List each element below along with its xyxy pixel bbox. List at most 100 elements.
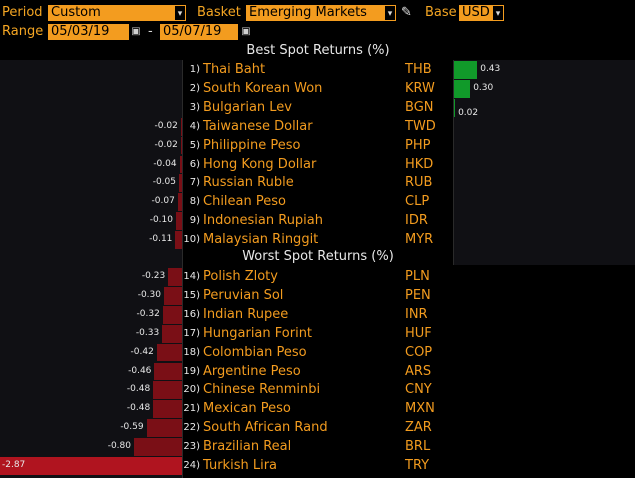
range-start-input[interactable]: 05/03/19	[48, 24, 129, 40]
table-row[interactable]: -2.87 24) Turkish Lira TRY	[0, 456, 635, 475]
currency-ticker[interactable]: ARS	[405, 363, 432, 379]
currency-name[interactable]: South Korean Won	[203, 80, 323, 96]
chevron-down-icon[interactable]: ▾	[174, 5, 186, 21]
currency-name[interactable]: Russian Ruble	[203, 175, 294, 191]
table-row[interactable]: -0.10 9) Indonesian Rupiah IDR	[0, 211, 635, 231]
currency-name[interactable]: Hungarian Forint	[203, 325, 313, 341]
calendar-icon[interactable]: ▣	[131, 26, 141, 37]
table-row[interactable]: -0.02 5) Philippine Peso PHP	[0, 136, 635, 155]
negative-return-bar	[175, 231, 182, 249]
table-row[interactable]: -0.23 14) Polish Zloty PLN	[0, 267, 635, 286]
table-row[interactable]: -0.46 19) Argentine Peso ARS	[0, 362, 635, 381]
currency-name[interactable]: Malaysian Ringgit	[203, 232, 319, 248]
chevron-down-icon[interactable]: ▾	[384, 5, 396, 21]
rank-number: 17)	[183, 327, 200, 339]
rank-number: 5)	[189, 139, 200, 151]
currency-ticker[interactable]: KRW	[405, 80, 435, 96]
currency-name[interactable]: Polish Zloty	[203, 269, 278, 284]
currency-name[interactable]: Mexican Peso	[203, 401, 291, 417]
currency-name[interactable]: Argentine Peso	[203, 363, 301, 379]
currency-ticker[interactable]: IDR	[405, 213, 428, 229]
table-row[interactable]: -0.04 6) Hong Kong Dollar HKD	[0, 155, 635, 174]
negative-bar-panel	[0, 60, 183, 478]
currency-name[interactable]: Peruvian Sol	[203, 287, 284, 303]
currency-name[interactable]: Chilean Peso	[203, 194, 286, 210]
calendar-icon[interactable]: ▣	[241, 26, 251, 37]
currency-ticker[interactable]: INR	[405, 306, 428, 322]
negative-return-bar	[164, 286, 182, 305]
return-value: -0.48	[126, 403, 151, 414]
period-dropdown[interactable]: Custom ▾	[48, 5, 186, 21]
base-dropdown[interactable]: USD ▾	[459, 5, 504, 21]
table-row[interactable]: 0.43 1) Thai Baht THB	[0, 60, 635, 79]
currency-ticker[interactable]: THB	[405, 62, 432, 77]
return-value: -0.11	[149, 234, 173, 245]
currency-ticker[interactable]: PLN	[405, 269, 430, 284]
rank-number: 10)	[183, 234, 200, 246]
currency-name[interactable]: Indonesian Rupiah	[203, 213, 323, 229]
currency-ticker[interactable]: HKD	[405, 156, 434, 172]
rank-number: 15)	[183, 289, 200, 301]
negative-return-bar	[168, 268, 182, 286]
table-row[interactable]: -0.42 18) Colombian Peso COP	[0, 343, 635, 362]
table-row[interactable]: -0.33 17) Hungarian Forint HUF	[0, 324, 635, 343]
currency-ticker[interactable]: MYR	[405, 232, 434, 248]
table-row[interactable]: -0.59 22) South African Rand ZAR	[0, 418, 635, 438]
range-end-input[interactable]: 05/07/19	[160, 24, 238, 40]
table-row[interactable]: -0.30 15) Peruvian Sol PEN	[0, 286, 635, 305]
currency-name[interactable]: Hong Kong Dollar	[203, 156, 317, 172]
currency-name[interactable]: Brazilian Real	[203, 439, 292, 455]
currency-ticker[interactable]: HUF	[405, 325, 432, 341]
currency-name[interactable]: South African Rand	[203, 420, 328, 436]
rank-number: 6)	[189, 158, 200, 170]
table-row[interactable]: -0.48 20) Chinese Renminbi CNY	[0, 380, 635, 400]
rank-number: 2)	[189, 82, 200, 94]
best-returns-title: Best Spot Returns (%)	[246, 43, 390, 58]
chevron-down-icon[interactable]: ▾	[492, 5, 504, 21]
currency-ticker[interactable]: TRY	[405, 458, 430, 473]
currency-name[interactable]: Philippine Peso	[203, 137, 301, 153]
rank-number: 16)	[183, 308, 200, 320]
negative-return-bar	[134, 438, 182, 456]
table-row[interactable]: -0.05 7) Russian Ruble RUB	[0, 173, 635, 193]
currency-name[interactable]: Thai Baht	[203, 62, 266, 77]
table-row[interactable]: 0.02 3) Bulgarian Lev BGN	[0, 98, 635, 118]
positive-return-bar	[454, 61, 478, 79]
return-value: -0.46	[128, 365, 152, 376]
divider	[453, 60, 454, 265]
table-row[interactable]: -0.48 21) Mexican Peso MXN	[0, 399, 635, 419]
currency-ticker[interactable]: ZAR	[405, 420, 432, 436]
currency-ticker[interactable]: MXN	[405, 401, 435, 417]
negative-return-bar	[180, 136, 182, 155]
table-row[interactable]: -0.07 8) Chilean Peso CLP	[0, 192, 635, 212]
table-row[interactable]: -0.02 4) Taiwanese Dollar TWD	[0, 117, 635, 136]
currency-ticker[interactable]: PHP	[405, 137, 431, 153]
table-row[interactable]: -0.80 23) Brazilian Real BRL	[0, 437, 635, 456]
currency-ticker[interactable]: TWD	[405, 118, 436, 134]
currency-ticker[interactable]: PEN	[405, 287, 431, 303]
negative-return-bar	[180, 117, 182, 136]
pen-icon[interactable]: ✎	[401, 5, 412, 20]
currency-ticker[interactable]: BRL	[405, 439, 431, 455]
currency-ticker[interactable]: CNY	[405, 382, 432, 398]
left-panel-header	[0, 42, 183, 60]
basket-label: Basket	[197, 5, 241, 20]
currency-name[interactable]: Turkish Lira	[203, 458, 278, 473]
currency-name[interactable]: Colombian Peso	[203, 344, 307, 360]
currency-ticker[interactable]: RUB	[405, 175, 433, 191]
base-value: USD	[462, 5, 490, 20]
currency-ticker[interactable]: CLP	[405, 194, 430, 210]
currency-ticker[interactable]: BGN	[405, 99, 434, 115]
currency-name[interactable]: Taiwanese Dollar	[203, 118, 313, 134]
currency-name[interactable]: Chinese Renminbi	[203, 382, 321, 398]
currency-name[interactable]: Bulgarian Lev	[203, 99, 292, 115]
rank-number: 7)	[189, 177, 200, 189]
basket-dropdown[interactable]: Emerging Markets ▾	[246, 5, 396, 21]
table-row[interactable]: -0.11 10) Malaysian Ringgit MYR	[0, 230, 635, 249]
currency-name[interactable]: Indian Rupee	[203, 306, 289, 322]
return-value: -0.80	[107, 441, 131, 452]
currency-ticker[interactable]: COP	[405, 344, 433, 360]
rank-number: 3)	[189, 101, 200, 113]
table-row[interactable]: 0.30 2) South Korean Won KRW	[0, 79, 635, 98]
table-row[interactable]: -0.32 16) Indian Rupee INR	[0, 305, 635, 324]
